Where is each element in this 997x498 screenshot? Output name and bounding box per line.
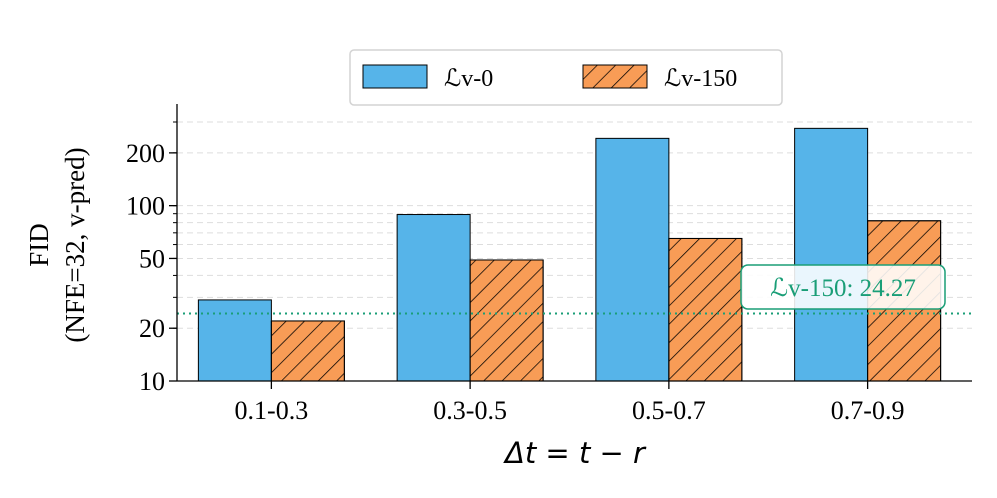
bar-lv-0 [197, 299, 272, 382]
x-tick-label: 0.3-0.5 [433, 396, 507, 425]
y-ticks: 10 20 50 100 200 [126, 121, 177, 396]
y-tick-label: 100 [126, 192, 165, 221]
x-axis-label: Δt = t − r [503, 436, 647, 470]
x-ticks: 0.1-0.3 0.3-0.5 0.5-0.7 0.7-0.9 [235, 381, 905, 425]
legend-frame [349, 49, 783, 106]
annotation-text: ℒv-150: 24.27 [770, 275, 916, 302]
y-axis-label-secondary: (NFE=32, v-pred) [60, 147, 90, 342]
bars [197, 127, 942, 382]
legend-swatch-lv-0 [362, 64, 428, 89]
bar-hatch-overlay [270, 320, 345, 382]
legend-swatch-lv-150-group [582, 64, 648, 89]
legend-swatch-lv-150-hatch [582, 64, 648, 89]
annotation-box [740, 264, 946, 310]
bar-hatch-overlay [668, 237, 743, 382]
y-axis-label-line-2: (NFE=32, v-pred) [60, 147, 90, 342]
x-tick-label: 0.5-0.7 [632, 396, 706, 425]
bar-lv-0 [595, 137, 670, 382]
y-tick-label: 10 [139, 367, 165, 396]
bar-lv-0 [794, 127, 869, 382]
y-axis-label: FID [24, 223, 54, 267]
y-tick-label: 50 [139, 244, 165, 273]
legend: ℒv-0 ℒv-150 [349, 49, 783, 106]
x-tick-label: 0.7-0.9 [831, 396, 905, 425]
y-axis-label-line-1: FID [24, 223, 54, 267]
legend-label-lv-0: ℒv-0 [444, 66, 493, 92]
x-tick-label: 0.1-0.3 [235, 396, 309, 425]
bar-hatch-overlay [469, 259, 544, 382]
reference-annotation: ℒv-150: 24.27 [740, 264, 946, 310]
legend-label-lv-150: ℒv-150 [664, 66, 737, 92]
bar-lv-0 [396, 214, 471, 382]
y-tick-label: 200 [126, 139, 165, 168]
y-tick-label: 20 [139, 314, 165, 343]
